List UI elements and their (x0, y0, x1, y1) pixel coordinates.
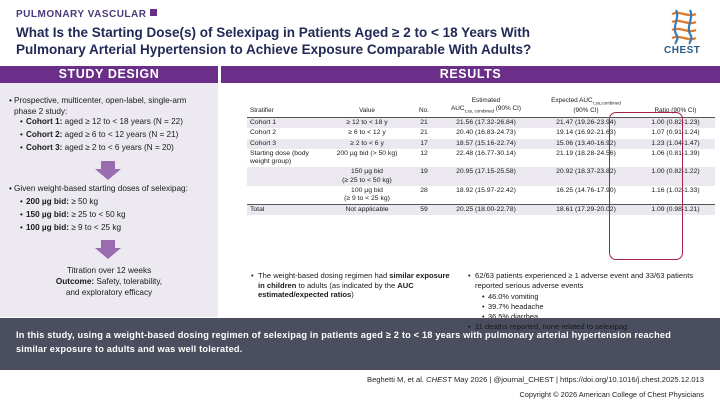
cell-estimated: 20.40 (16.83-24.73) (456, 129, 516, 137)
cell-ratio: 1.00 (0.82-1.23) (651, 119, 700, 127)
cell-expected: 21.47 (19.26-23.94) (556, 119, 616, 127)
dose-200-item: 200 µg bid: ≥ 50 kg (20, 197, 211, 208)
cell-ratio: 1.06 (0.81-1.39) (651, 149, 700, 157)
results-heading: RESULTS (221, 66, 720, 83)
cell-value: Not applicable (322, 204, 412, 216)
cell-expected: 20.92 (18.37-23.82) (556, 168, 616, 176)
table-row: Starting dose (body weight group) 200 µg … (247, 149, 715, 167)
ratio-highlight-box (609, 112, 683, 260)
cell-value: 100 µg bid (≥ 9 to < 25 kg) (344, 186, 390, 202)
exposure-bullet: The weight-based dosing regimen had simi… (251, 271, 453, 300)
results-table: Stratifier Value No. Estimated AUCτ,ss, c… (247, 95, 715, 216)
cell-no: 21 (420, 129, 428, 137)
table-row: Cohort 3 ≥ 2 to < 6 y 17 18.57 (15.16-22.74… (247, 138, 715, 149)
ae-headache: 39.7% headache (482, 302, 544, 312)
page-title: What Is the Starting Dose(s) of Selexipa… (16, 24, 616, 58)
cell-no: 28 (420, 186, 428, 194)
cohort-2-item: Cohort 2: aged ≥ 6 to < 12 years (N = 21… (20, 130, 211, 141)
cell-no: 17 (420, 139, 428, 147)
title-line-1: What Is the Starting Dose(s) of Selexipa… (16, 25, 531, 40)
cell-value: 150 µg bid (≥ 25 to < 50 kg) (342, 168, 392, 184)
title-line-2: Pulmonary Arterial Hypertension to Achie… (16, 42, 532, 57)
copyright: Copyright © 2026 American College of Che… (519, 390, 704, 399)
table-row: Total Not applicable 59 20.25 (18.00-22.78)… (247, 204, 715, 216)
cell-value: 200 µg bid (> 50 kg) (336, 149, 398, 157)
cell-estimated: 22.48 (16.77-30.14) (456, 149, 516, 157)
cell-ratio: 1.09 (0.98-1.21) (636, 204, 715, 216)
cell-ratio: 1.23 (1.04-1.47) (651, 139, 700, 147)
top-header: PULMONARY VASCULAR What Is the Starting … (0, 0, 720, 63)
cell-no: 19 (420, 168, 428, 176)
cell-stratifier: Starting dose (body weight group) (250, 149, 309, 166)
col-value: Value (322, 95, 412, 119)
down-arrow-icon-2 (95, 240, 121, 259)
cell-stratifier: Cohort 2 (250, 129, 277, 137)
outcome-text-2: and exploratory efficacy (65, 288, 153, 297)
study-intro-bullet: Prospective, multicenter, open-label, si… (9, 96, 210, 117)
cell-estimated: 20.25 (18.00-22.78) (436, 204, 536, 216)
table-row: Cohort 1 ≥ 12 to < 18 y 21 21.56 (17.32-26.… (247, 117, 715, 129)
cell-expected: 19.14 (16.92-21.63) (556, 129, 616, 137)
ae-diarrhea: 36.5% diarrhea (482, 312, 538, 322)
cell-value: ≥ 12 to < 18 y (346, 119, 388, 127)
cell-estimated: 18.92 (15.97-22.42) (456, 186, 516, 194)
category-square-icon (150, 9, 158, 16)
cell-ratio: 1.00 (0.82-1.22) (651, 168, 700, 176)
table-row: 150 µg bid (≥ 25 to < 50 kg) 19 20.95 (17.1… (247, 167, 715, 186)
deaths-bullet: 11 deaths reported, none related to sele… (468, 322, 707, 332)
cell-stratifier: Cohort 3 (250, 139, 277, 147)
outcome-text: Outcome: Safety, tolerability, (55, 277, 163, 286)
cell-expected: 15.06 (13.40-16.92) (556, 139, 616, 147)
cell-stratifier (247, 186, 322, 205)
cell-estimated: 21.56 (17.32-26.84) (456, 119, 516, 127)
dose-intro-bullet: Given weight-based starting doses of sel… (9, 184, 210, 195)
citation: Beghetti M, et al. CHEST May 2026 | @jou… (367, 375, 704, 384)
study-design-heading: STUDY DESIGN (0, 66, 218, 83)
cell-ratio: 1.07 (0.91-1.24) (651, 129, 700, 137)
dose-150-item: 150 µg bid: ≥ 25 to < 50 kg (20, 210, 211, 221)
category-label: PULMONARY VASCULAR (16, 9, 158, 20)
cell-value: ≥ 6 to < 12 y (348, 129, 386, 137)
cell-value: ≥ 2 to < 6 y (350, 139, 384, 147)
titration-text: Titration over 12 weeks (66, 266, 152, 275)
col-no: No. (412, 95, 436, 119)
cell-expected: 16.25 (14.76-17.90) (556, 186, 616, 194)
cell-no: 12 (420, 149, 428, 157)
down-arrow-icon (95, 161, 121, 180)
cell-stratifier: Cohort 1 (250, 119, 277, 127)
col-estimated: Estimated AUCτ,ss, combined (90% CI) (436, 95, 536, 119)
table-row: Cohort 2 ≥ 6 to < 12 y 21 20.40 (16.83-24.7… (247, 128, 715, 138)
ae-vomiting: 46.0% vomiting (482, 292, 538, 302)
cohort-1-item: Cohort 1: aged ≥ 12 to < 18 years (N = 2… (20, 117, 211, 128)
table-row: 100 µg bid (≥ 9 to < 25 kg) 28 18.92 (15.97… (247, 186, 715, 205)
cell-no: 21 (420, 119, 428, 127)
cohort-3-item: Cohort 3: aged ≥ 2 to < 6 years (N = 20) (20, 143, 211, 154)
dose-100-item: 100 µg bid: ≥ 9 to < 25 kg (20, 223, 211, 234)
col-stratifier: Stratifier (247, 95, 322, 119)
adverse-events-bullet: 62/63 patients experienced ≥ 1 adverse e… (468, 271, 707, 290)
cell-no: 59 (412, 204, 436, 216)
cell-expected: 18.61 (17.29-20.02) (536, 204, 636, 216)
table-header-row: Stratifier Value No. Estimated AUCτ,ss, c… (247, 95, 715, 119)
cell-estimated: 20.95 (17.15-25.58) (456, 168, 516, 176)
chest-logo-text: CHEST (664, 45, 701, 56)
chest-logo-icon (671, 9, 697, 45)
cell-estimated: 18.57 (15.16-22.74) (456, 139, 516, 147)
cell-stratifier: Total (247, 204, 322, 216)
cell-stratifier (247, 167, 322, 185)
cell-ratio: 1.16 (1.02-1.33) (651, 186, 700, 194)
cell-expected: 21.19 (18.28-24.56) (556, 149, 616, 157)
